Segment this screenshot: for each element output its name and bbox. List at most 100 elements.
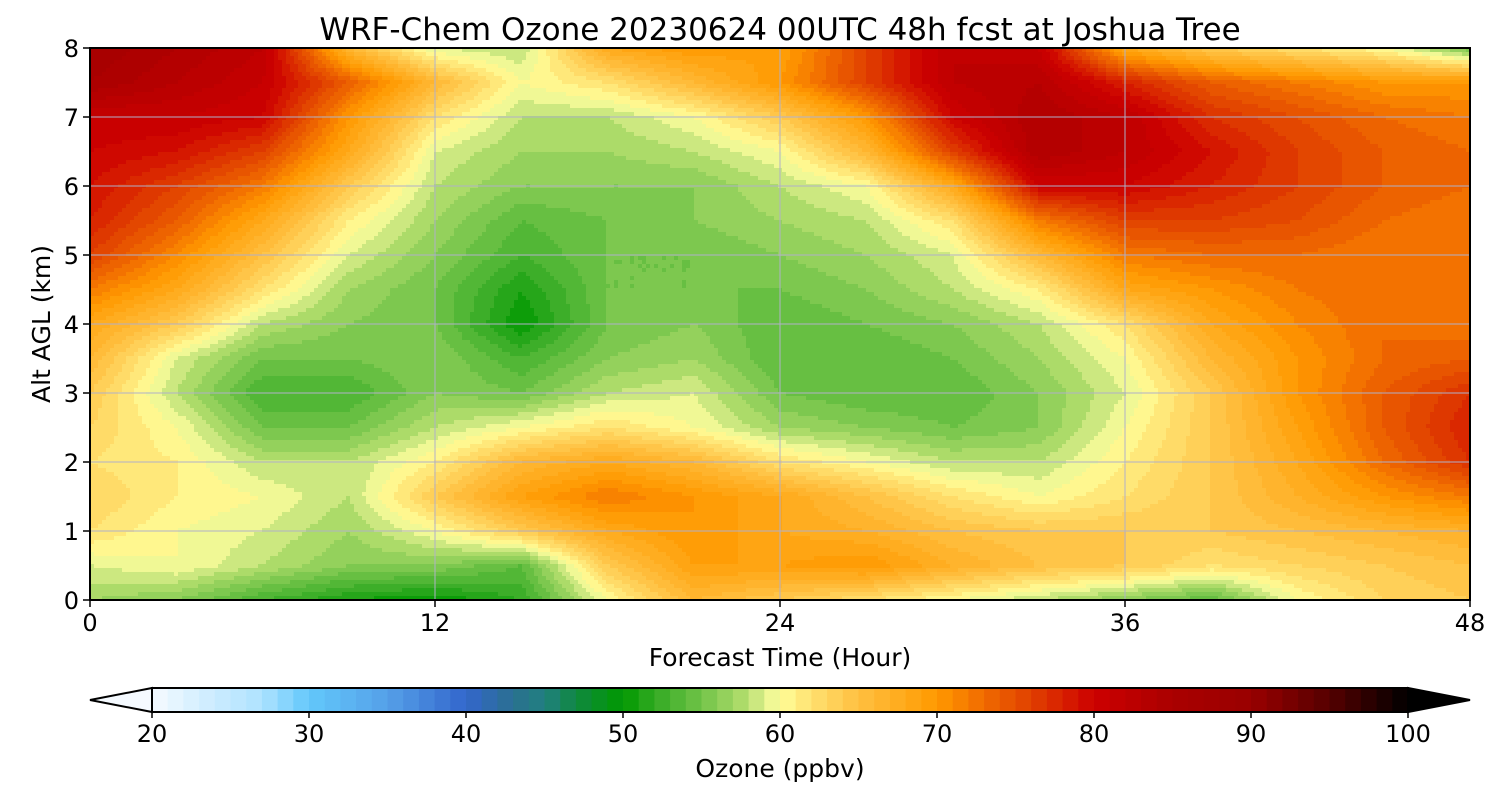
contour-cell (1118, 216, 1223, 221)
contour-cell (1354, 208, 1411, 213)
contour-cell (1262, 292, 1307, 297)
contour-cell (542, 288, 567, 293)
contour-cell (218, 144, 251, 149)
contour-cell (370, 412, 399, 417)
contour-cell (142, 328, 159, 333)
contour-cell (1002, 120, 1019, 125)
contour-cell (158, 196, 183, 201)
contour-cell (230, 160, 259, 165)
contour-cell (1138, 104, 1159, 109)
contour-cell (1150, 188, 1199, 193)
contour-cell (954, 132, 967, 137)
contour-cell (358, 228, 383, 233)
contour-cell (1182, 176, 1223, 181)
contour-cell (986, 224, 995, 229)
contour-cell (474, 96, 491, 101)
contour-cell (286, 84, 299, 89)
contour-cell (722, 400, 747, 405)
contour-cell (122, 264, 143, 269)
contour-cell (178, 296, 191, 301)
contour-cell (146, 424, 175, 429)
contour-cell (154, 220, 175, 225)
contour-cell (1270, 348, 1291, 353)
contour-cell (982, 196, 991, 201)
contour-cell (1162, 164, 1199, 169)
contour-cell (1166, 248, 1319, 253)
contour-cell (210, 328, 227, 333)
contour-cell (1262, 376, 1283, 381)
contour-cell (282, 152, 291, 157)
contour-cell (1118, 104, 1139, 109)
contour-cell (390, 172, 403, 177)
contour-cell (1166, 376, 1183, 381)
contour-cell (1238, 128, 1275, 133)
contour-cell (1382, 156, 1471, 161)
contour-cell (510, 340, 531, 345)
contour-cell (914, 156, 923, 161)
contour-cell (1082, 48, 1087, 53)
contour-cell (358, 80, 371, 85)
contour-cell (462, 140, 499, 145)
contour-cell (1118, 400, 1139, 405)
contour-cell (190, 220, 203, 225)
contour-cell (358, 284, 399, 289)
contour-cell (286, 156, 299, 161)
contour-cell (714, 68, 755, 73)
contour-cell (1110, 236, 1131, 241)
contour-cell (1130, 420, 1151, 425)
contour-cell (434, 300, 455, 305)
contour-cell (754, 64, 787, 69)
contour-cell (194, 312, 207, 317)
contour-cell (334, 64, 343, 69)
contour-cell (426, 96, 439, 101)
contour-cell (1166, 304, 1191, 309)
contour-cell (1190, 412, 1211, 417)
contour-cell (202, 380, 219, 385)
contour-cell (826, 72, 839, 77)
contour-cell (898, 248, 939, 253)
contour-cell (218, 332, 235, 337)
contour-cell (1222, 216, 1303, 221)
contour-cell (1126, 132, 1147, 137)
contour-cell (378, 80, 391, 85)
contour-cell (90, 176, 99, 181)
contour-cell (1342, 60, 1387, 65)
contour-cell (186, 416, 203, 421)
contour-cell (1030, 152, 1071, 157)
contour-cell (1002, 252, 1015, 257)
contour-cell (1146, 124, 1163, 129)
contour-cell (714, 344, 747, 349)
contour-cell (222, 80, 263, 85)
contour-cell (922, 64, 939, 69)
contour-cell (146, 224, 167, 229)
contour-cell (1038, 392, 1067, 397)
contour-cell (214, 256, 231, 261)
contour-cell (802, 128, 819, 133)
contour-cell (786, 256, 871, 261)
contour-cell (306, 148, 319, 153)
contour-cell (422, 128, 435, 133)
contour-cell (950, 212, 959, 217)
contour-cell (286, 80, 299, 85)
contour-cell (1342, 160, 1383, 165)
contour-cell (958, 200, 967, 205)
contour-cell (1306, 328, 1347, 333)
contour-cell (466, 216, 499, 221)
contour-cell (194, 336, 211, 341)
contour-cell (230, 324, 247, 329)
contour-cell (1190, 132, 1211, 137)
contour-cell (442, 336, 463, 341)
contour-cell (238, 148, 267, 153)
contour-cell (162, 192, 187, 197)
contour-cell (1074, 264, 1087, 269)
contour-cell (942, 84, 967, 89)
contour-cell (1354, 360, 1383, 365)
contour-cell (986, 96, 1023, 101)
contour-cell (118, 408, 139, 413)
contour-cell (734, 428, 763, 433)
contour-cell (98, 88, 155, 93)
contour-cell (1378, 144, 1459, 149)
contour-cell (1098, 300, 1115, 305)
contour-cell (1158, 104, 1175, 109)
contour-cell (130, 48, 175, 53)
